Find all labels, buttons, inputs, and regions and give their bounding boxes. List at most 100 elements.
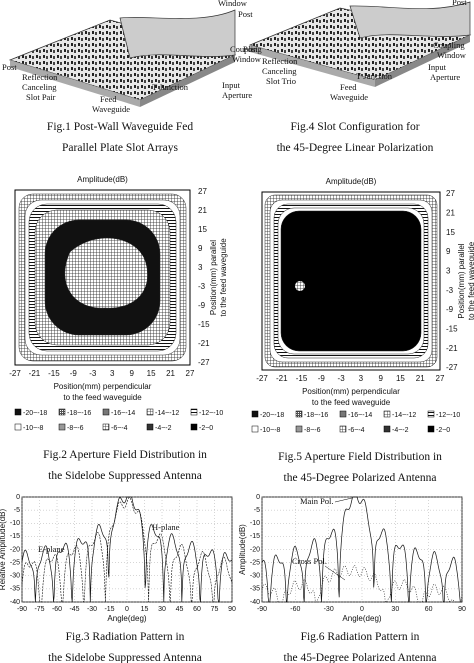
x-tick-label: -90 [257,606,267,613]
y-tick-label: -3 [198,282,206,291]
caption: Fig.3 Radiation Pattern in [66,631,185,643]
x-tick-label: -75 [34,606,44,613]
diagram-label: Window [437,50,467,60]
x-axis-label: Position(mm) perpendicular [302,387,400,396]
y-tick-label: 9 [446,247,451,256]
annotation: Cross Pol. [292,556,327,566]
x-tick-label: 21 [416,374,425,383]
diagram-label: Waveguide [330,92,368,102]
x-axis-label: Angle(deg) [107,614,146,623]
diagram-label: Aperture [222,90,252,100]
y-tick-label: 21 [446,208,455,217]
x-tick-label: -15 [296,374,308,383]
legend-swatch [295,425,303,433]
caption: the 45-Degree Linear Polarization [277,142,434,154]
x-axis-label: Angle(deg) [342,614,381,623]
legend-label: -10~-8 [260,427,281,434]
x-tick-label: 21 [166,369,175,378]
y-tick-label: 9 [198,244,203,253]
caption: the 45-Degree Polarized Antenna [284,472,437,484]
contour-level [64,237,148,309]
x-axis-label: Position(mm) perpendicular [54,382,152,391]
x-tick-label: 15 [396,374,405,383]
y-axis-label: to the feed waveguide [219,238,228,317]
x-tick-label: -9 [318,374,326,383]
x-tick-label: -30 [324,606,334,613]
x-tick-label: -27 [9,369,21,378]
fig4-diagram [248,1,472,87]
x-tick-label: 60 [425,606,433,613]
y-tick-label: -25 [10,559,20,566]
y-tick-label: 21 [198,206,207,215]
x-tick-label: 75 [211,606,219,613]
diagram-label: Reflection [22,72,58,82]
legend-label: -6~-4 [111,425,128,432]
diagram-label: Coupling [230,44,262,54]
diagram-label: Feed [340,82,357,92]
x-tick-label: -21 [29,369,41,378]
legend-swatch [251,425,259,433]
y-tick-label: -30 [250,573,260,580]
legend-label: -16~-14 [348,412,372,419]
diagram-label: T Junction [152,82,189,92]
y-tick-label: 15 [198,225,207,234]
y-tick-label: 27 [446,189,455,198]
y-tick-label: -5 [254,507,260,514]
caption: Fig.1 Post-Wall Waveguide Fed [47,121,193,133]
y-tick-label: -15 [446,324,458,333]
legend-label: -18~-16 [304,412,328,419]
x-tick-label: 9 [378,374,383,383]
fig1-diagram [8,9,237,107]
diagram-label: Slot Trio [266,76,296,86]
x-tick-label: -90 [17,606,27,613]
x-tick-label: -45 [69,606,79,613]
x-tick-label: 30 [158,606,166,613]
diagram-label: Slot Pair [26,92,56,102]
caption: the 45-Degree Polarized Antenna [284,652,437,663]
legend-swatch [14,408,22,416]
plot-title: Amplitude(dB) [77,175,128,184]
legend-swatch [58,408,66,416]
caption: the Sidelobe Suppressed Antenna [48,652,202,663]
diagram-label: Input [428,62,447,72]
legend-swatch [383,425,391,433]
y-tick-label: -15 [250,533,260,540]
x-tick-label: -21 [276,374,288,383]
diagram-label: Post [243,44,258,54]
legend-swatch [102,423,110,431]
y-tick-label: -5 [14,507,20,514]
diagram-label: Post [2,62,17,72]
legend-swatch [190,423,198,431]
x-tick-label: 3 [110,369,115,378]
y-tick-label: 3 [198,263,203,272]
leader [334,497,353,503]
x-tick-label: 15 [147,369,156,378]
caption: Parallel Plate Slot Arrays [62,142,178,154]
legend-label: -12~-10 [436,412,460,419]
x-tick-label: 0 [360,606,364,613]
legend-label: -10~-8 [23,425,44,432]
x-tick-label: 9 [129,369,134,378]
x-tick-label: -30 [87,606,97,613]
legend-swatch [339,425,347,433]
y-tick-label: -25 [250,559,260,566]
x-tick-label: -27 [256,374,268,383]
y-axis-label: Relative Amplitude(dB) [0,508,7,590]
y-tick-label: -15 [198,320,210,329]
y-tick-label: -21 [198,339,210,348]
y-axis-label: Amplitude(dB) [238,524,247,575]
y-tick-label: -3 [446,286,454,295]
diagram-label: Input [222,80,241,90]
x-tick-label: 90 [458,606,466,613]
legend-label: -6~-4 [348,427,365,434]
x-tick-label: 0 [125,606,129,613]
x-axis-label: to the feed waveguide [312,398,391,407]
x-tick-label: -3 [338,374,346,383]
diagram-label: T Junction [356,71,393,81]
y-tick-label: -35 [10,586,20,593]
x-axis-label: to the feed waveguide [63,393,142,402]
y-axis-label: Position(mm) parallel [209,240,218,315]
diagram-label: Post [452,0,467,7]
y-tick-label: -20 [10,546,20,553]
diagram-label: Canceling [22,82,57,92]
